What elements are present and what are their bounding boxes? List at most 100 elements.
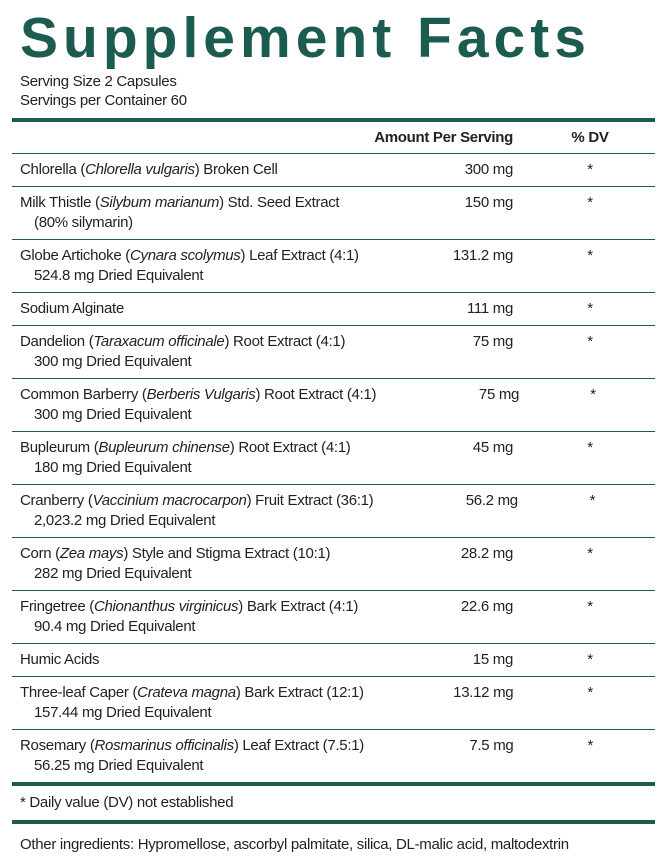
amount-header: Amount Per Serving [374, 129, 513, 146]
dv-header: % DV [571, 129, 609, 146]
ingredient-name: Sodium Alginate [12, 299, 363, 319]
detail: 300 mg Dried Equivalent [34, 406, 192, 423]
name-rest: ) Std. Seed Extract [219, 194, 340, 211]
amount: 131.2 mg [452, 247, 513, 264]
ingredient-name: Globe Artichoke (Cynara scolymus) Leaf E… [12, 246, 363, 286]
ingredient-name: Fringetree (Chionanthus virginicus) Bark… [12, 597, 363, 637]
detail: 300 mg Dried Equivalent [34, 353, 192, 370]
daily-value: * [587, 333, 593, 350]
daily-value: * [589, 492, 596, 509]
detail: 90.4 mg Dried Equivalent [34, 618, 196, 635]
name: Bupleurum ( [20, 439, 99, 456]
ingredient-name: Corn (Zea mays) Style and Stigma Extract… [12, 544, 363, 584]
daily-value: * [587, 684, 593, 701]
ingredient-row: Three-leaf Caper (Crateva magna) Bark Ex… [12, 676, 655, 729]
ingredient-name: Humic Acids [12, 650, 363, 670]
name: Three-leaf Caper ( [20, 684, 138, 701]
ingredient-name: Rosemary (Rosmarinus officinalis) Leaf E… [12, 736, 364, 776]
name-rest: ) Style and Stigma Extract (10:1) [123, 545, 331, 562]
daily-value: * [590, 386, 596, 403]
name: Rosemary ( [20, 737, 95, 754]
name-rest: ) Leaf Extract (7.5:1) [233, 737, 364, 754]
name: Milk Thistle ( [20, 194, 100, 211]
ingredient-name: Chlorella (Chlorella vulgaris) Broken Ce… [12, 160, 363, 180]
amount: 150 mg [464, 194, 514, 211]
detail: 56.25 mg Dried Equivalent [34, 757, 204, 774]
amount: 22.6 mg [460, 598, 513, 615]
ingredient-row: Humic Acids 15 mg * [12, 643, 655, 676]
title: Supplement Facts [20, 6, 591, 70]
ingredient-row: Milk Thistle (Silybum marianum) Std. See… [12, 186, 655, 239]
amount: 15 mg [472, 651, 514, 668]
supplement-label: Supplement Facts Serving Size 2 Capsules… [12, 0, 655, 853]
name-rest: ) Root Extract (4:1) [229, 439, 351, 456]
detail: (80% silymarin) [34, 214, 133, 231]
ingredient-row: Fringetree (Chionanthus virginicus) Bark… [12, 590, 655, 643]
ingredient-row: Common Barberry (Berberis Vulgaris) Root… [12, 378, 655, 431]
daily-value: * [587, 161, 593, 178]
detail: 157.44 mg Dried Equivalent [34, 704, 212, 721]
amount: 45 mg [472, 439, 514, 456]
ingredient-row: Sodium Alginate 111 mg * [12, 292, 655, 325]
ingredient-row: Chlorella (Chlorella vulgaris) Broken Ce… [12, 153, 655, 186]
serving-size: Serving Size 2 Capsules [20, 73, 177, 90]
name-rest: ) Leaf Extract (4:1) [240, 247, 360, 264]
daily-value: * [587, 737, 593, 754]
latin-name: Taraxacum officinale [93, 333, 225, 350]
daily-value: * [587, 194, 593, 211]
amount: 300 mg [464, 161, 514, 178]
ingredient-row: Bupleurum (Bupleurum chinense) Root Extr… [12, 431, 655, 484]
name: Chlorella ( [20, 161, 86, 178]
daily-value: * [587, 300, 593, 317]
latin-name: Crateva magna [137, 684, 236, 701]
other-ingredients: Other ingredients: Hypromellose, ascorby… [12, 820, 655, 853]
name: Humic Acids [20, 651, 100, 668]
daily-value: * [587, 545, 593, 562]
name-rest: ) Root Extract (4:1) [224, 333, 346, 350]
daily-value: * [587, 651, 593, 668]
name: Cranberry ( [20, 492, 93, 509]
amount: 75 mg [478, 386, 520, 403]
latin-name: Rosmarinus officinalis [94, 737, 235, 754]
latin-name: Chlorella vulgaris [85, 161, 195, 178]
name-rest: ) Root Extract (4:1) [255, 386, 377, 403]
ingredient-name: Cranberry (Vaccinium macrocarpon) Fruit … [12, 491, 374, 531]
name-rest: ) Bark Extract (12:1) [235, 684, 364, 701]
ingredient-row: Dandelion (Taraxacum officinale) Root Ex… [12, 325, 655, 378]
daily-value: * [587, 598, 593, 615]
name-rest: ) Fruit Extract (36:1) [246, 492, 374, 509]
ingredient-name: Three-leaf Caper (Crateva magna) Bark Ex… [12, 683, 364, 723]
amount: 28.2 mg [460, 545, 513, 562]
rows: Chlorella (Chlorella vulgaris) Broken Ce… [12, 153, 655, 782]
ingredient-name: Dandelion (Taraxacum officinale) Root Ex… [12, 332, 363, 372]
latin-name: Cynara scolymus [129, 247, 241, 264]
name-rest: ) Broken Cell [194, 161, 278, 178]
daily-value: * [587, 439, 593, 456]
name-rest: ) Bark Extract (4:1) [238, 598, 359, 615]
ingredient-row: Cranberry (Vaccinium macrocarpon) Fruit … [12, 484, 655, 537]
ingredient-row: Rosemary (Rosmarinus officinalis) Leaf E… [12, 729, 655, 782]
amount: 56.2 mg [465, 492, 518, 509]
latin-name: Zea mays [59, 545, 124, 562]
name: Dandelion ( [20, 333, 94, 350]
detail: 282 mg Dried Equivalent [34, 565, 192, 582]
detail: 180 mg Dried Equivalent [34, 459, 192, 476]
name: Common Barberry ( [20, 386, 147, 403]
amount: 7.5 mg [469, 737, 514, 754]
ingredient-name: Common Barberry (Berberis Vulgaris) Root… [12, 385, 376, 425]
detail: 524.8 mg Dried Equivalent [34, 267, 204, 284]
ingredient-name: Bupleurum (Bupleurum chinense) Root Extr… [12, 438, 363, 478]
name: Globe Artichoke ( [20, 247, 130, 264]
latin-name: Silybum marianum [99, 194, 220, 211]
footnote: * Daily value (DV) not established [12, 782, 655, 820]
amount: 111 mg [466, 300, 513, 317]
name: Sodium Alginate [20, 300, 124, 317]
ingredient-name: Milk Thistle (Silybum marianum) Std. See… [12, 193, 363, 233]
daily-value: * [587, 247, 593, 264]
latin-name: Vaccinium macrocarpon [92, 492, 247, 509]
ingredient-row: Globe Artichoke (Cynara scolymus) Leaf E… [12, 239, 655, 292]
latin-name: Chionanthus virginicus [93, 598, 239, 615]
detail: 2,023.2 mg Dried Equivalent [34, 512, 216, 529]
header-row: Amount Per Serving % DV [12, 118, 655, 153]
